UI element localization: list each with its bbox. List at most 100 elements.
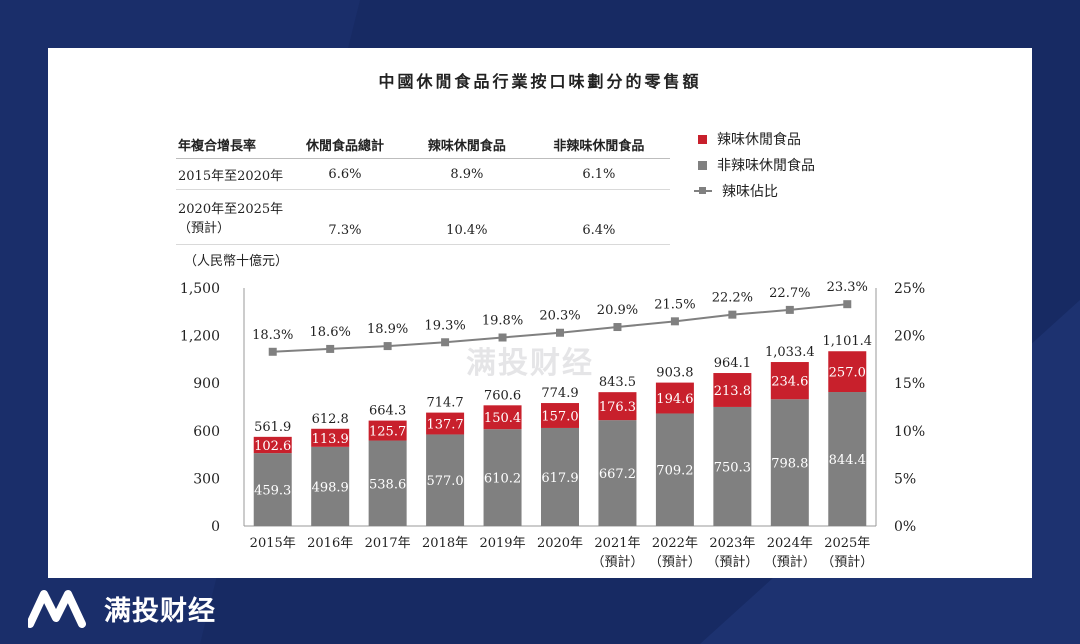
brand-name: 满投财经: [104, 595, 216, 627]
brand-logo-icon: [28, 590, 86, 628]
bar-label-nonspicy: 750.3: [714, 460, 751, 475]
share-point: [268, 347, 277, 356]
bar-label-spicy: 150.4: [484, 411, 521, 426]
bar-spicy: [541, 403, 579, 428]
table-row-label: 2020年至2025年 （預計）: [176, 189, 284, 245]
bar-spicy: [828, 351, 867, 393]
share-label: 19.8%: [482, 314, 523, 329]
bar-nonspicy: [483, 429, 522, 526]
left-tick-label: 1,200: [180, 329, 220, 345]
share-label: 18.3%: [252, 328, 293, 343]
right-tick-label: 10%: [894, 424, 925, 440]
share-label: 22.7%: [769, 286, 810, 301]
table-cell: 8.9%: [405, 158, 528, 190]
chart-svg: 0 300 600 900 1,200 1,500 0% 5% 10% 15% 20% 25% 459.…: [180, 280, 925, 570]
watermark: 满投财经: [466, 346, 594, 381]
right-tick-label: 25%: [894, 281, 925, 297]
share-point: [498, 333, 507, 342]
bar-total-label: 612.8: [312, 412, 349, 427]
bar-total-label: 561.9: [254, 420, 291, 435]
bar-nonspicy: [253, 453, 292, 526]
right-tick-label: 5%: [894, 471, 916, 487]
bar-spicy: [368, 420, 407, 441]
bar-label-spicy: 137.7: [426, 418, 463, 433]
table-row-label-line2: （預計）: [178, 221, 231, 236]
x-tick-sublabel: （預計）: [764, 554, 816, 570]
share-point: [326, 344, 335, 353]
bar-spicy: [253, 436, 292, 454]
right-tick-label: 20%: [894, 329, 925, 345]
right-tick-label: 0%: [894, 519, 916, 535]
x-tick-label: 2021年: [594, 536, 640, 551]
bar-total-label: 843.5: [599, 375, 636, 390]
bar-total-label: 760.6: [484, 388, 521, 403]
legend-swatch-line: [694, 187, 712, 194]
chart-title: 中國休閒食品行業按口味劃分的零售額: [378, 72, 702, 91]
bar-label-nonspicy: 667.2: [599, 467, 636, 482]
left-tick-label: 300: [193, 471, 220, 487]
bar-label-nonspicy: 498.9: [312, 480, 349, 495]
bar-label-spicy: 194.6: [656, 392, 693, 407]
bar-nonspicy: [541, 427, 579, 526]
bar-label-spicy: 125.7: [369, 425, 406, 440]
table-header-cell: 非辣味休閒食品: [527, 130, 670, 159]
table-cell: 6.6%: [284, 158, 406, 190]
legend-item-share: 辣味佔比: [694, 178, 815, 204]
left-tick-label: 1,500: [180, 281, 220, 297]
unit-label: （人民幣十億元）: [184, 254, 289, 269]
share-point: [785, 305, 794, 314]
table-cell: 10.4%: [405, 189, 528, 245]
bar-total-label: 774.9: [541, 386, 578, 401]
bar-label-spicy: 213.8: [714, 384, 751, 399]
bar-label-nonspicy: 844.4: [829, 453, 866, 468]
share-label: 23.3%: [827, 280, 868, 295]
x-tick-label: 2017年: [365, 536, 411, 551]
brand-footer: 满投财经: [28, 588, 216, 628]
right-tick-label: 15%: [894, 376, 925, 392]
bar-label-spicy: 176.3: [599, 400, 636, 415]
bar-spicy: [770, 362, 809, 400]
bar-spicy: [598, 392, 637, 421]
bar-nonspicy: [655, 413, 694, 526]
legend-item-spicy: 辣味休閒食品: [694, 126, 815, 152]
bar-label-spicy: 102.6: [254, 439, 291, 454]
left-tick-label: 0: [211, 519, 220, 535]
bar-label-nonspicy: 538.6: [369, 477, 406, 492]
table-cell: 7.3%: [284, 189, 406, 245]
bar-spicy: [713, 373, 752, 407]
share-label: 21.5%: [654, 297, 695, 312]
bar-spicy: [426, 412, 465, 435]
table-header-cell: 年複合增長率: [176, 130, 284, 159]
bar-total-label: 903.8: [656, 366, 693, 381]
bar-total-label: 964.1: [714, 356, 751, 371]
share-point: [613, 323, 622, 332]
bar-nonspicy: [713, 406, 752, 526]
legend-swatch-spicy: [698, 134, 707, 144]
legend-label: 辣味休閒食品: [717, 132, 801, 148]
share-label: 19.3%: [424, 318, 465, 333]
x-tick-sublabel: （預計）: [821, 554, 873, 570]
legend: 辣味休閒食品 非辣味休閒食品 辣味佔比: [694, 126, 815, 204]
x-tick-label: 2015年: [250, 536, 296, 551]
bar-label-spicy: 113.9: [312, 432, 349, 447]
bar-label-spicy: 157.0: [541, 410, 578, 425]
bar-label-nonspicy: 610.2: [484, 472, 521, 487]
bar-total-label: 714.7: [426, 396, 463, 411]
share-label: 22.2%: [712, 291, 753, 306]
bar-label-nonspicy: 577.0: [426, 474, 463, 489]
table-header-cell: 休閒食品總計: [284, 130, 406, 159]
legend-swatch-nonspicy: [698, 160, 707, 170]
table-cell: 6.4%: [527, 189, 670, 245]
x-tick-sublabel: （預計）: [649, 554, 701, 570]
bar-label-nonspicy: 709.2: [656, 464, 693, 479]
table-row-label: 2015年至2020年: [176, 158, 284, 190]
bar-nonspicy: [828, 392, 867, 526]
x-tick-label: 2024年: [767, 536, 813, 551]
legend-item-nonspicy: 非辣味休閒食品: [694, 152, 815, 178]
x-tick-label: 2025年: [824, 536, 870, 551]
share-point: [843, 300, 852, 309]
table-header-row: 年複合增長率 休閒食品總計 辣味休閒食品 非辣味休閒食品: [176, 130, 670, 159]
bar-spicy: [483, 405, 522, 430]
share-label: 20.3%: [539, 309, 580, 324]
bar-nonspicy: [598, 420, 637, 526]
